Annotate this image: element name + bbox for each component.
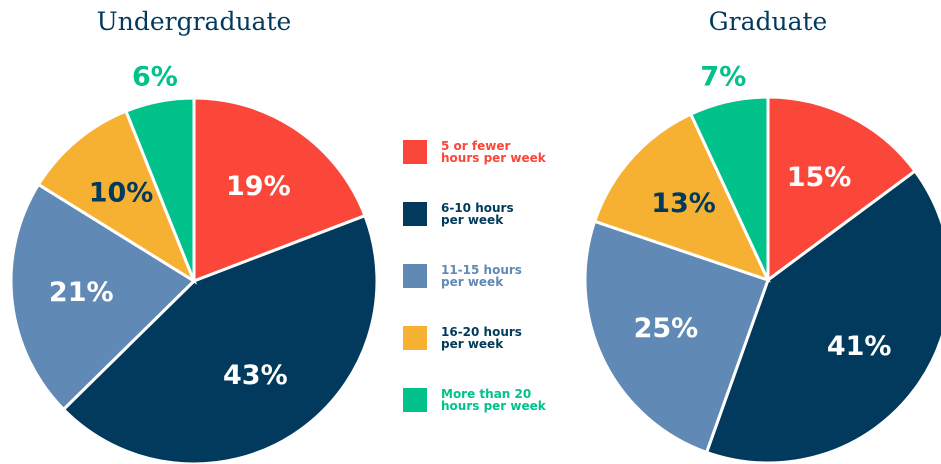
legend-label: 5 or fewer hours per week bbox=[441, 139, 546, 165]
chart-title: Graduate bbox=[709, 7, 828, 36]
legend-label: 6-10 hours per week bbox=[441, 201, 514, 227]
legend-swatch bbox=[403, 388, 427, 412]
data-label: 15% bbox=[787, 162, 852, 193]
pie-slice bbox=[688, 95, 770, 281]
legend-label: More than 20 hours per week bbox=[441, 387, 546, 413]
pie-slice bbox=[192, 96, 367, 284]
legend-swatch bbox=[403, 264, 427, 288]
data-label: 13% bbox=[651, 188, 716, 219]
legend-swatch bbox=[403, 140, 427, 164]
pie-slice bbox=[592, 112, 771, 283]
data-label: 41% bbox=[827, 331, 892, 362]
chart-title: Undergraduate bbox=[97, 7, 292, 36]
data-label: 43% bbox=[223, 360, 288, 391]
pie-slice bbox=[61, 213, 379, 464]
pie-slice bbox=[36, 109, 198, 285]
legend-swatch bbox=[403, 326, 427, 350]
data-label: 21% bbox=[49, 277, 114, 308]
pie-slice bbox=[9, 182, 197, 412]
data-label: 19% bbox=[226, 171, 291, 202]
pie-slice bbox=[766, 95, 918, 283]
data-label: 7% bbox=[700, 62, 746, 93]
pie-slice bbox=[583, 219, 770, 455]
pie-slice bbox=[124, 96, 196, 282]
data-label: 6% bbox=[132, 61, 178, 92]
legend-label: 11-15 hours per week bbox=[441, 263, 522, 289]
legend-swatch bbox=[403, 202, 427, 226]
data-label: 10% bbox=[89, 178, 154, 209]
pie-slice bbox=[704, 168, 941, 464]
legend-label: 16-20 hours per week bbox=[441, 325, 522, 351]
data-label: 25% bbox=[634, 313, 699, 344]
